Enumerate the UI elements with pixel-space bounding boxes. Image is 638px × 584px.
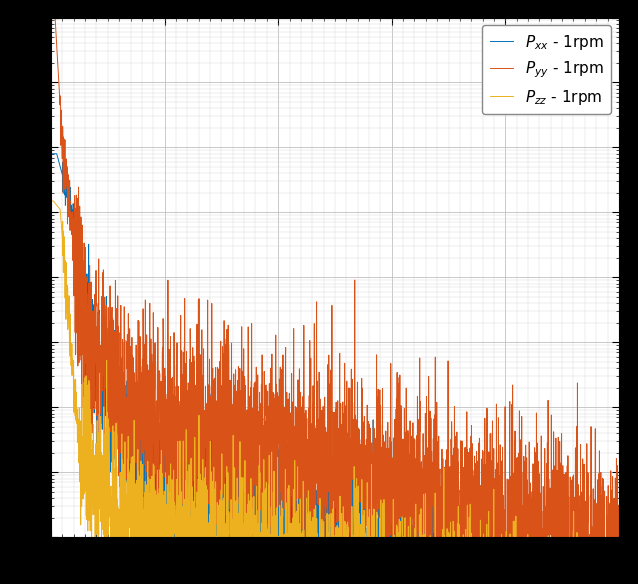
$P_{xx}$ - 1rpm <box>317 533 325 540</box>
Line: $P_{yy}$ - 1rpm: $P_{yy}$ - 1rpm <box>52 0 619 584</box>
$P_{yy}$ - 1rpm <box>317 497 325 504</box>
$P_{zz}$ - 1rpm <box>291 580 299 584</box>
$P_{yy}$ - 1rpm <box>286 561 293 568</box>
Legend: $P_{xx}$ - 1rpm, $P_{yy}$ - 1rpm, $P_{zz}$ - 1rpm: $P_{xx}$ - 1rpm, $P_{yy}$ - 1rpm, $P_{zz… <box>482 25 611 114</box>
$P_{xx}$ - 1rpm <box>286 470 293 477</box>
$P_{yy}$ - 1rpm <box>460 505 468 512</box>
$P_{zz}$ - 1rpm <box>317 571 325 578</box>
Line: $P_{xx}$ - 1rpm: $P_{xx}$ - 1rpm <box>52 154 619 584</box>
$P_{xx}$ - 1rpm <box>291 547 299 554</box>
$P_{yy}$ - 1rpm <box>569 529 577 536</box>
$P_{zz}$ - 1rpm <box>48 197 56 204</box>
$P_{xx}$ - 1rpm <box>48 150 56 157</box>
$P_{yy}$ - 1rpm <box>291 495 299 502</box>
$P_{yy}$ - 1rpm <box>615 569 623 576</box>
Line: $P_{zz}$ - 1rpm: $P_{zz}$ - 1rpm <box>52 201 619 584</box>
$P_{zz}$ - 1rpm <box>286 552 293 559</box>
